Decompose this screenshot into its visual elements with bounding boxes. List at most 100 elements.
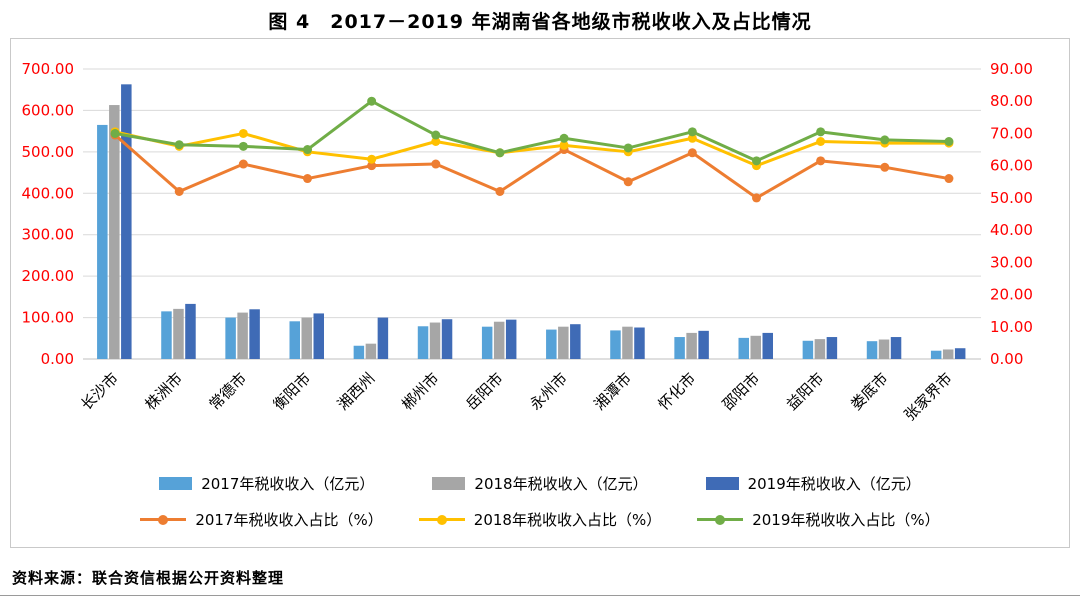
bar	[185, 303, 196, 359]
left-axis-tick-label: 200.00	[22, 267, 75, 285]
bar	[417, 326, 429, 359]
line-marker	[816, 127, 826, 137]
bar	[377, 317, 389, 359]
line-marker	[303, 145, 312, 155]
bar	[441, 319, 453, 359]
line-marker	[944, 174, 954, 184]
bar	[289, 321, 300, 359]
line-marker	[559, 133, 569, 143]
bar	[698, 330, 709, 359]
x-axis-label: 湘西州	[334, 369, 379, 414]
left-axis-tick-label: 500.00	[22, 143, 75, 161]
line-marker	[495, 148, 505, 158]
bar	[301, 317, 312, 359]
line-marker	[816, 137, 826, 146]
bar	[173, 308, 184, 359]
x-axis-label: 株洲市	[141, 369, 186, 414]
left-axis-tick-label: 700.00	[22, 60, 75, 78]
line-marker	[495, 186, 505, 196]
bar	[558, 326, 569, 359]
legend-label: 2019年税收收入占比（%）	[752, 511, 940, 529]
bottom-divider	[0, 595, 1080, 596]
right-axis-tick-label: 60.00	[990, 157, 1033, 175]
line-marker	[431, 137, 441, 146]
line-marker	[174, 140, 184, 150]
line-marker	[367, 161, 377, 171]
line-series	[114, 133, 950, 200]
bar	[249, 309, 260, 359]
bar	[161, 311, 172, 359]
legend-item-2018-bar: 2018年税收收入（亿元）	[432, 473, 648, 494]
left-axis-tick-label: 400.00	[22, 184, 75, 202]
legend-item-2019-bar: 2019年税收收入（亿元）	[705, 473, 921, 494]
line-marker	[687, 148, 697, 158]
left-axis-tick-label: 100.00	[22, 309, 75, 327]
bar	[622, 326, 633, 359]
bar	[570, 324, 581, 359]
legend-swatch-2018-bar	[432, 477, 466, 490]
line-marker	[687, 133, 697, 143]
legend-label: 2017年税收收入占比（%）	[195, 511, 383, 529]
line-marker	[110, 128, 120, 138]
legend-swatch-2018-line	[418, 514, 465, 526]
bar	[109, 105, 120, 360]
right-axis-tick-label: 0.00	[990, 350, 1023, 368]
bar	[762, 332, 773, 359]
right-axis-tick-label: 90.00	[990, 60, 1033, 78]
combo-chart: 0.00 100.00 200.00 300.00 400.00 500.00 600.00…	[22, 60, 1033, 424]
x-axis-label: 岳阳市	[462, 369, 507, 414]
right-axis-tick-label: 50.00	[990, 189, 1033, 207]
x-axis-label: 郴州市	[398, 369, 443, 414]
right-axis-tick-label: 80.00	[990, 92, 1033, 110]
x-axis-label: 永州市	[526, 369, 571, 414]
legend-swatch-2017-line	[140, 514, 187, 526]
legend-swatch-2019-line	[697, 514, 744, 526]
bar	[674, 337, 685, 359]
bar	[505, 319, 517, 359]
line-marker	[238, 128, 248, 138]
bar	[942, 349, 954, 359]
bar	[97, 124, 108, 359]
bar	[610, 330, 621, 359]
x-axis-label: 娄底市	[847, 369, 892, 414]
legend-swatch-2019-bar	[705, 477, 739, 490]
left-axis-tick-label: 600.00	[22, 101, 75, 119]
x-axis-label: 常德市	[206, 369, 251, 414]
legend-item-2019-line: 2019年税收收入占比（%）	[697, 509, 940, 530]
bar	[738, 337, 749, 359]
bar	[930, 350, 942, 359]
legend-label: 2017年税收收入（亿元）	[201, 475, 375, 493]
bar	[121, 84, 132, 360]
legend-row-bars: 2017年税收收入（亿元） 2018年税收收入（亿元） 2019年税收收入（亿元…	[11, 473, 1069, 494]
x-axis-label: 邵阳市	[719, 369, 764, 414]
bar	[237, 312, 248, 359]
line-marker	[238, 141, 248, 151]
line-marker	[816, 156, 826, 166]
left-axis-tick-label: 0.00	[41, 350, 74, 368]
legend-item-2017-bar: 2017年税收收入（亿元）	[159, 473, 374, 494]
source-note: 资料来源：联合资信根据公开资料整理	[12, 569, 285, 587]
x-axis-label: 怀化市	[655, 369, 700, 414]
legend-label: 2018年税收收入占比（%）	[473, 511, 662, 529]
line-series	[114, 99, 949, 163]
line-marker	[431, 130, 441, 140]
right-axis-tick-label: 30.00	[990, 253, 1033, 271]
chart-title: 图 4 2017－2019 年湖南省各地级市税收收入及占比情况	[268, 11, 812, 33]
bar	[225, 317, 236, 359]
right-axis-tick-label: 70.00	[990, 124, 1033, 142]
line-marker	[752, 156, 761, 166]
line-marker	[174, 186, 184, 196]
bar	[546, 329, 557, 359]
line-marker	[623, 177, 633, 187]
line-marker	[367, 154, 377, 164]
line-marker	[752, 193, 761, 203]
legend-label: 2019年税收收入（亿元）	[747, 475, 921, 493]
bar	[750, 335, 761, 359]
bar	[802, 340, 814, 359]
bar	[826, 337, 838, 359]
right-axis-tick-label: 20.00	[990, 286, 1033, 304]
line-marker	[880, 162, 890, 172]
bar	[429, 322, 441, 359]
x-axis-label: 湘潭市	[590, 369, 635, 414]
left-axis-tick-label: 300.00	[22, 226, 75, 244]
